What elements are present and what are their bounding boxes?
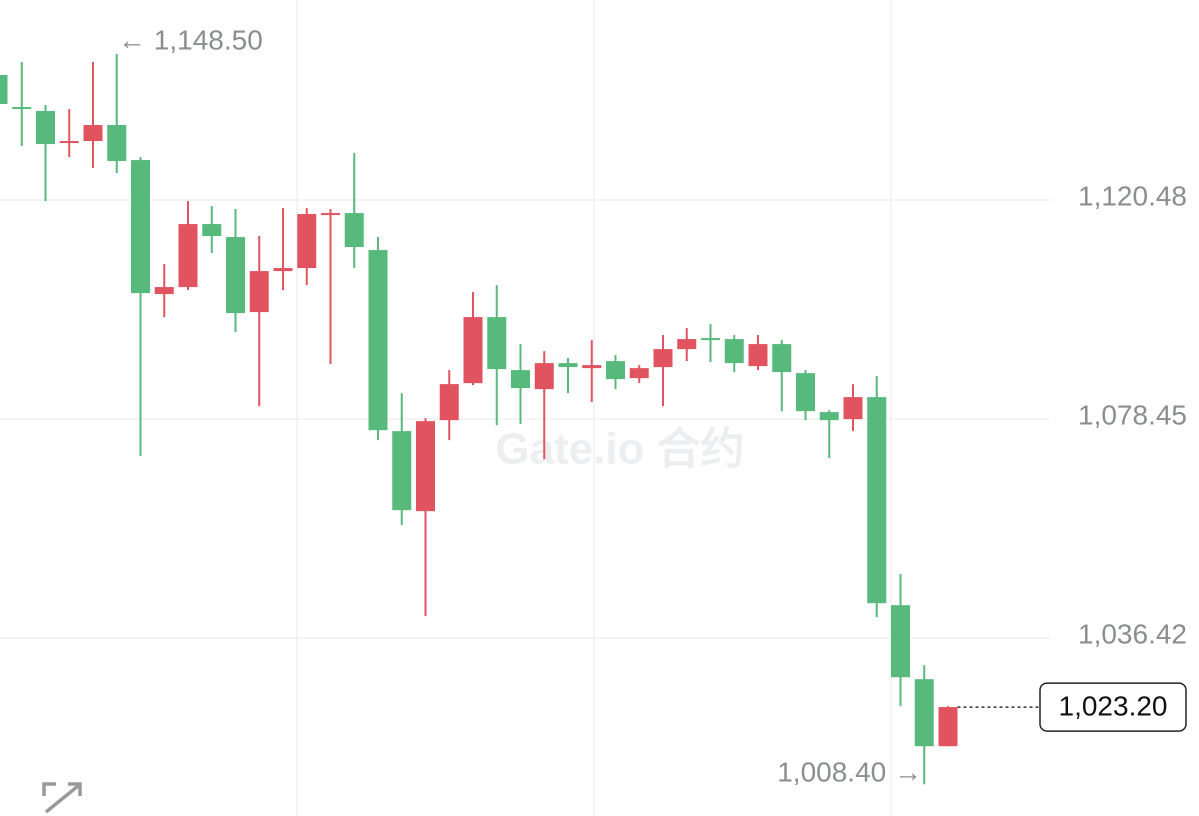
candle [297,208,317,286]
candle [796,370,815,421]
candle [249,236,269,407]
candle-body [439,384,459,421]
candle [154,264,174,318]
candle [677,328,697,362]
candle-body [748,344,768,367]
candle-body [107,125,127,162]
vertical-grid [296,0,892,816]
candle [83,62,103,169]
candle-body [297,214,317,269]
candle-body [249,271,269,313]
candle-body [772,344,792,373]
candle-body [344,213,364,248]
candle-body [796,373,815,412]
candle [891,574,910,707]
candle [653,335,673,407]
candle [701,324,720,363]
candle-body [819,412,839,421]
candle [606,355,625,390]
min-annotation: 1,008.40 → [777,757,922,788]
candle-body [558,363,578,368]
candle [273,208,293,291]
candle-body [867,397,887,604]
candle [843,384,863,432]
candle-body [273,268,293,272]
candle-body [843,397,863,420]
candle [178,201,198,291]
candle [12,62,32,147]
candle-body [416,421,435,512]
candle-body [511,370,530,389]
candle-body [368,250,388,431]
candle [463,292,483,386]
candle-body [606,361,625,380]
candle [36,105,55,202]
candle [582,340,602,403]
candle-body [321,213,340,216]
candle [59,109,79,158]
expand-icon[interactable] [42,782,82,814]
candle-body [724,339,744,364]
max-annotation: ← 1,148.50 [118,24,263,55]
candle [534,351,554,460]
candle-body [938,707,958,747]
candle [202,206,222,254]
candle-body [534,363,554,390]
candle-body [226,237,245,314]
candle [748,335,768,371]
candle [914,665,934,785]
candle-body [36,111,55,145]
candle [368,237,388,441]
candle [724,335,744,373]
candle-body [83,125,103,142]
candle [819,410,839,459]
candle [416,418,435,617]
candle-body [131,160,150,294]
candle-body [677,339,697,350]
last-price-box [1039,682,1187,732]
candle-body [582,365,602,369]
candle-body [0,75,8,105]
candle-body [392,431,412,511]
candle-body [701,338,720,341]
candle-body [914,679,934,747]
candle [392,393,412,526]
candle-body [463,317,483,384]
candle [131,157,150,457]
candle [226,209,245,333]
candle [107,53,127,174]
candle-body [891,605,910,678]
candle-body [629,368,649,379]
candle [772,340,792,412]
candle-body [487,317,507,370]
candle-body [653,349,673,368]
candle [321,209,340,365]
candle [439,370,459,441]
candle-body [154,287,174,295]
candle [487,285,507,426]
y-tick-label: 1,036.42 [1078,619,1187,650]
y-tick-label: 1,120.48 [1078,180,1187,211]
candle-body [178,224,198,288]
candle-body [12,107,32,110]
candle [344,153,364,269]
candle-body [202,224,222,237]
candle [511,344,530,425]
y-tick-label: 1,078.45 [1078,399,1187,430]
watermark: Gate.io 合约 [495,425,744,474]
last-price-label: 1,023.20 [1059,690,1168,721]
candle [938,706,958,747]
candle-body [59,141,79,144]
candle [558,358,578,394]
candle [0,75,8,105]
candle [629,365,649,384]
candle [867,376,887,618]
